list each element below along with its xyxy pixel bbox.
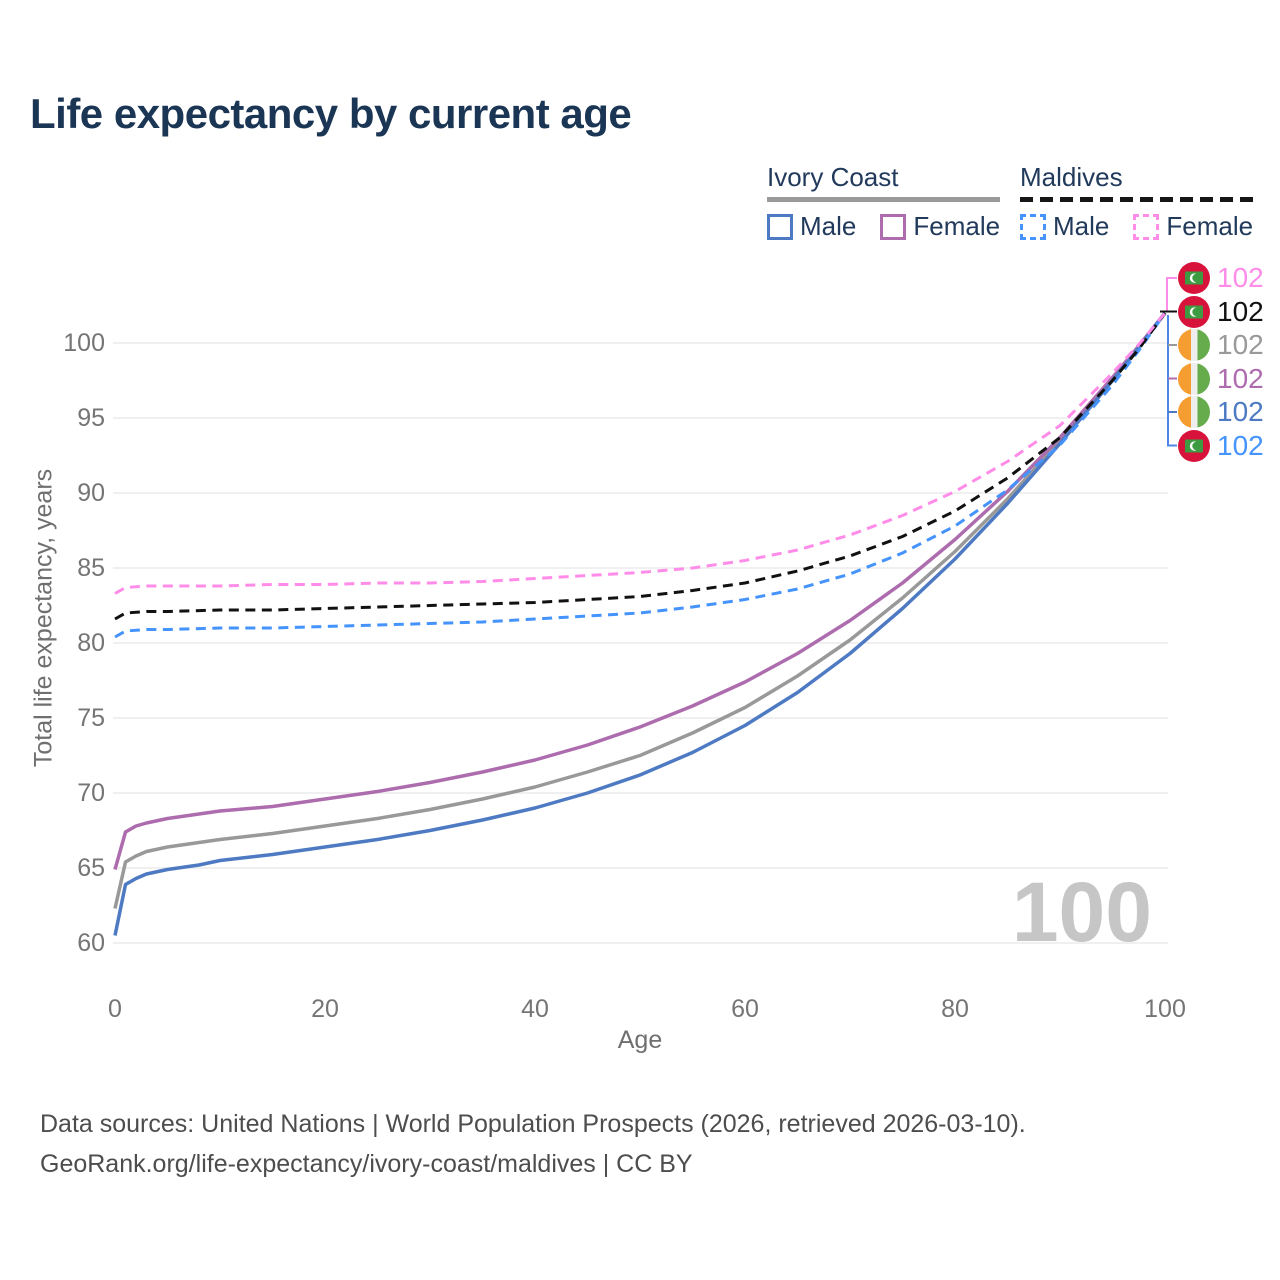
- y-axis-tick-85: 85: [77, 554, 105, 582]
- series-line-ivory-coast-female: [113, 311, 1167, 870]
- dashed-line-sample: [1020, 197, 1254, 202]
- legend-group-maldives: Maldives Male Female: [1020, 162, 1254, 242]
- legend-title-maldives: Maldives: [1020, 162, 1123, 192]
- legend-item-ivory-coast-male[interactable]: Male: [767, 211, 856, 242]
- legend-item-label[interactable]: Male: [800, 211, 857, 241]
- maldives-flag-icon: [1178, 429, 1210, 462]
- series-line-maldives-female: [114, 312, 1167, 595]
- end-value-label-maldives-female: 102: [1178, 261, 1264, 295]
- leader-maldives-female: [1166, 277, 1177, 311]
- y-axis-tick-100: 100: [63, 329, 105, 357]
- ivory-coast-flag-icon: [1178, 329, 1210, 361]
- end-value-text: 102: [1217, 362, 1264, 394]
- legend-item-maldives-male[interactable]: Male: [1020, 211, 1109, 242]
- end-value-label-ivory-coast-all: 102: [1178, 328, 1264, 362]
- x-axis-tick-40: 40: [521, 995, 549, 1023]
- x-axis-tick-60: 60: [731, 995, 759, 1023]
- ivory-coast-flag-icon: [1178, 362, 1210, 395]
- x-axis-tick-100: 100: [1144, 995, 1186, 1023]
- end-value-label-maldives-male: 102: [1178, 429, 1264, 463]
- end-value-text: 102: [1217, 295, 1264, 327]
- y-axis-tick-95: 95: [77, 404, 105, 432]
- leader-maldives-male: [1167, 315, 1177, 447]
- x-axis-tick-20: 20: [311, 995, 339, 1023]
- x-axis-tick-80: 80: [941, 995, 969, 1023]
- legend-group-ivory-coast: Ivory Coast Male Female: [767, 162, 1001, 242]
- legend-item-maldives-female[interactable]: Female: [1133, 211, 1253, 242]
- end-value-text: 102: [1217, 329, 1264, 360]
- end-value-text: 102: [1217, 429, 1264, 461]
- y-axis-tick-65: 65: [77, 854, 105, 882]
- end-value-label-ivory-coast-male: 102: [1178, 395, 1264, 429]
- legend-title-ivory-coast: Ivory Coast: [767, 162, 899, 192]
- series-line-maldives-all: [114, 312, 1167, 621]
- legend-item-label[interactable]: Female: [913, 211, 1001, 241]
- legend-item-label[interactable]: Female: [1166, 211, 1254, 241]
- legend-item-ivory-coast-female[interactable]: Female: [880, 211, 1000, 242]
- checkbox-icon[interactable]: [1020, 213, 1046, 240]
- legend-item-label[interactable]: Male: [1053, 211, 1110, 241]
- series-line-ivory-coast-male: [113, 311, 1167, 936]
- x-axis-title: Age: [617, 1026, 663, 1054]
- footer: Data sources: United Nations | World Pop…: [40, 1104, 1026, 1184]
- maldives-flag-icon: [1178, 295, 1210, 328]
- checkbox-icon[interactable]: [880, 213, 907, 240]
- data-sources-line: Data sources: United Nations | World Pop…: [40, 1110, 1026, 1138]
- series-line-maldives-male: [114, 312, 1167, 639]
- checkbox-icon[interactable]: [1133, 213, 1160, 240]
- series-line-ivory-coast-all: [113, 311, 1167, 909]
- end-value-label-ivory-coast-female: 102: [1178, 362, 1264, 396]
- end-value-label-maldives-all: 102: [1178, 295, 1264, 329]
- y-axis-tick-75: 75: [77, 704, 105, 732]
- georank-url-line: GeoRank.org/life-expectancy/ivory-coast/…: [40, 1150, 693, 1178]
- y-axis-tick-60: 60: [77, 929, 105, 957]
- chart-title: Life expectancy by current age: [30, 90, 632, 137]
- maldives-flag-icon: [1178, 262, 1210, 294]
- checkbox-icon[interactable]: [767, 213, 793, 240]
- end-value-text: 102: [1217, 262, 1264, 293]
- solid-line-sample: [767, 197, 1001, 202]
- ivory-coast-flag-icon: [1178, 396, 1210, 428]
- age-frame-watermark: 100: [1011, 865, 1152, 959]
- y-axis-tick-70: 70: [77, 779, 105, 807]
- end-value-text: 102: [1217, 396, 1264, 427]
- x-axis-tick-0: 0: [108, 995, 122, 1023]
- y-axis-tick-80: 80: [77, 629, 105, 657]
- y-axis-tick-90: 90: [77, 479, 105, 507]
